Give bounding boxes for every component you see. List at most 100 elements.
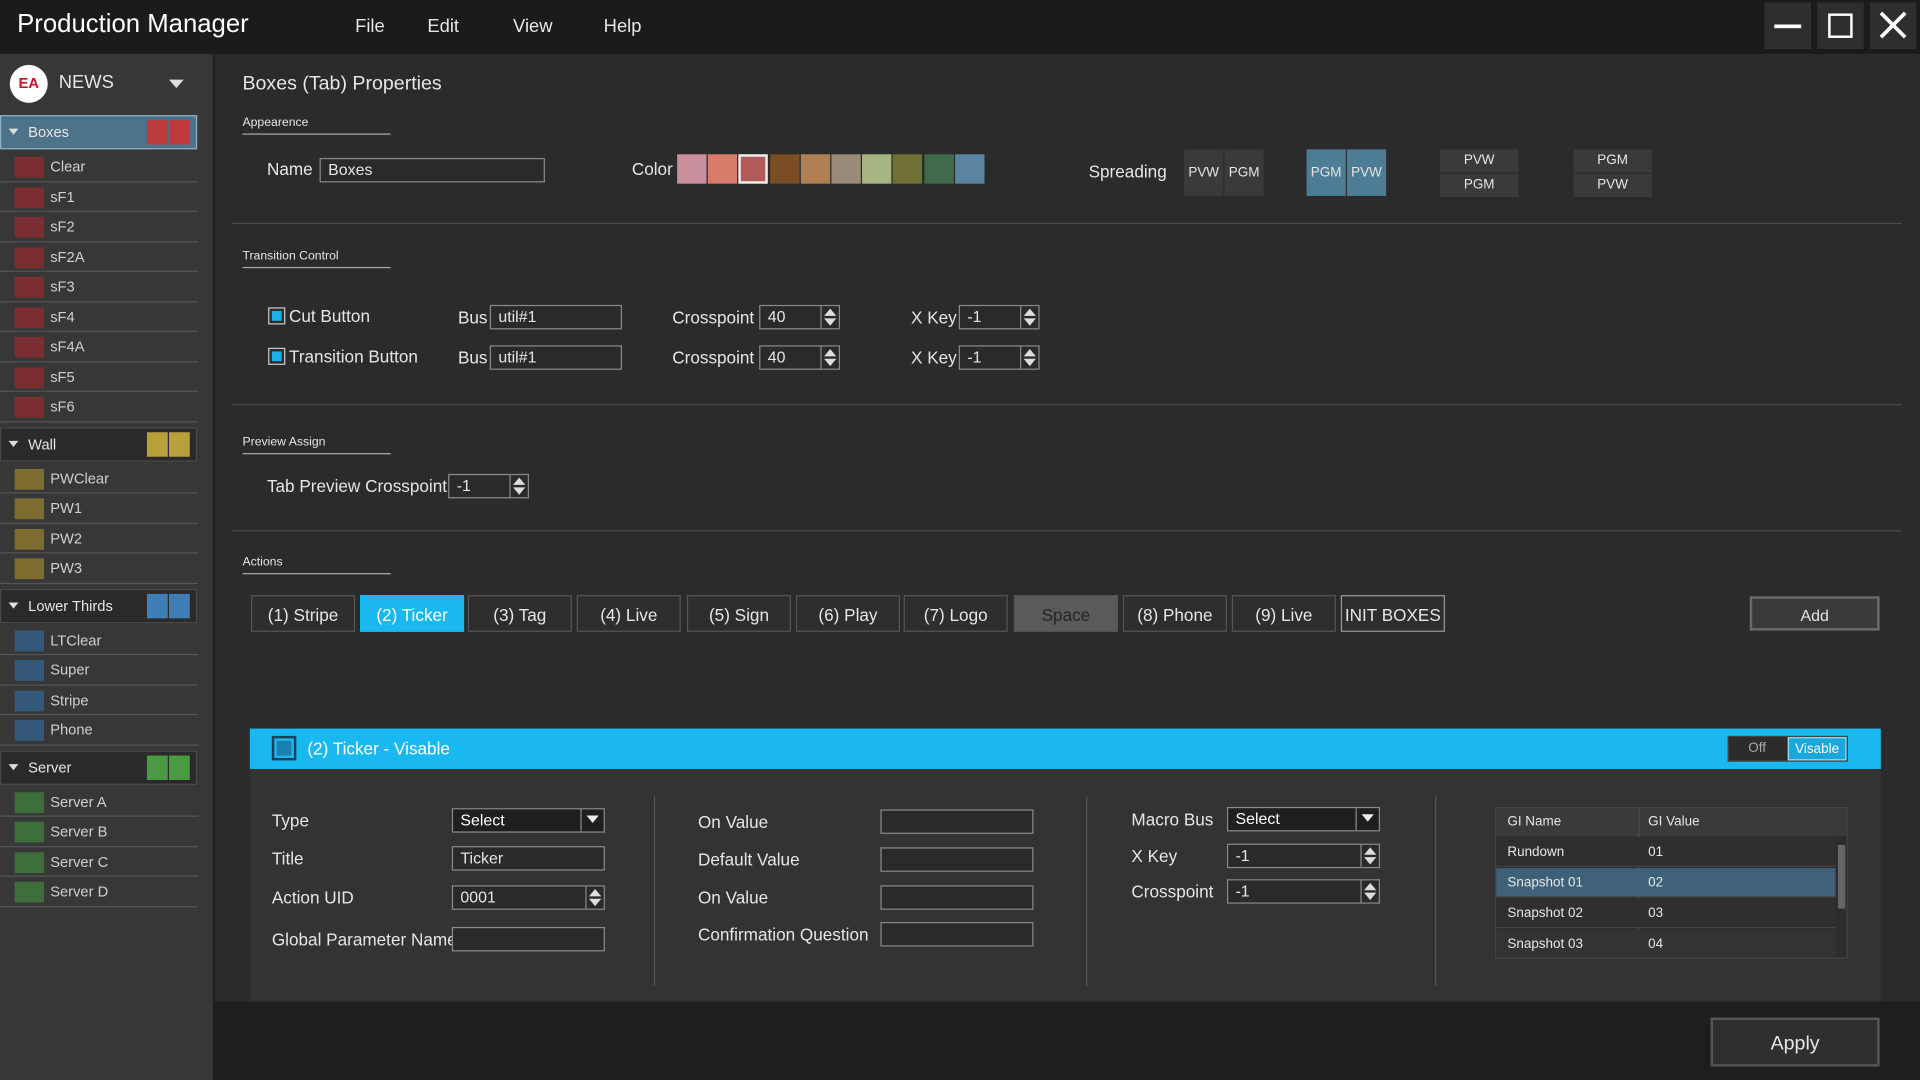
- apply-button[interactable]: Apply: [1710, 1017, 1880, 1067]
- checkbox[interactable]: [268, 307, 286, 325]
- color-swatch[interactable]: [677, 154, 707, 184]
- table-cell: Snapshot 03: [1507, 936, 1583, 952]
- action-button[interactable]: (4) Live: [576, 595, 681, 632]
- spreading-button[interactable]: PVW: [1573, 173, 1652, 198]
- table-row[interactable]: [1496, 929, 1836, 959]
- sidebar-item[interactable]: [0, 493, 199, 524]
- item-name: Stripe: [50, 691, 89, 709]
- spin-divider: [1020, 306, 1022, 329]
- sidebar-item[interactable]: [0, 787, 199, 817]
- sidebar-item[interactable]: [0, 182, 199, 212]
- text-input[interactable]: [880, 922, 1034, 947]
- item-icon: [14, 246, 45, 268]
- spreading-button[interactable]: PVW: [1346, 149, 1387, 196]
- value-spinner[interactable]: -1: [1226, 879, 1380, 904]
- spreading-button[interactable]: PVW: [1440, 149, 1519, 173]
- action-button[interactable]: Space: [1013, 595, 1118, 632]
- close-button[interactable]: [1869, 2, 1917, 49]
- sidebar-item[interactable]: [0, 392, 199, 422]
- sidebar-item[interactable]: [0, 302, 199, 332]
- bus-input[interactable]: util#1: [489, 304, 623, 330]
- detail-checkbox-fill: [276, 740, 292, 756]
- sidebar-item[interactable]: [0, 847, 199, 877]
- type-dropdown[interactable]: Select: [451, 808, 605, 833]
- sidebar-item[interactable]: [0, 625, 199, 656]
- bus-input[interactable]: util#1: [489, 345, 623, 370]
- sidebar-item[interactable]: [0, 362, 199, 392]
- item-name: sF4: [50, 307, 75, 326]
- sidebar-item[interactable]: [0, 817, 199, 847]
- sidebar-item[interactable]: [0, 553, 199, 584]
- sidebar-item[interactable]: [0, 463, 199, 494]
- menu-item[interactable]: Help: [603, 15, 642, 37]
- action-button[interactable]: (1) Stripe: [251, 595, 356, 632]
- spreading-button[interactable]: PGM: [1573, 149, 1652, 173]
- color-swatch[interactable]: [923, 154, 954, 184]
- text-input[interactable]: [880, 847, 1034, 872]
- sidebar-item[interactable]: [0, 715, 199, 746]
- color-swatch[interactable]: [769, 154, 800, 184]
- menu-item[interactable]: File: [355, 15, 385, 37]
- column-divider: [653, 795, 656, 986]
- sidebar-item[interactable]: [0, 212, 199, 242]
- toggle-on[interactable]: Visable: [1787, 737, 1847, 761]
- sidebar-item[interactable]: [0, 272, 199, 302]
- toggle-off[interactable]: Off: [1748, 740, 1767, 756]
- action-button[interactable]: (2) Ticker: [360, 595, 465, 632]
- color-swatch[interactable]: [707, 154, 738, 184]
- action-button[interactable]: (5) Sign: [686, 595, 792, 632]
- value-spinner[interactable]: -1: [1226, 843, 1380, 869]
- spreading-button[interactable]: PGM: [1306, 149, 1346, 196]
- name-input[interactable]: Boxes: [319, 157, 545, 183]
- sidebar-item[interactable]: [0, 242, 199, 272]
- arrow-icon: [824, 308, 837, 316]
- table-row[interactable]: [1496, 837, 1836, 867]
- menu-item[interactable]: View: [513, 15, 553, 37]
- sidebar-item[interactable]: [0, 523, 199, 554]
- action-button[interactable]: (7) Logo: [903, 595, 1008, 632]
- color-swatch[interactable]: [954, 154, 985, 184]
- uid-spinner[interactable]: 0001: [451, 885, 605, 910]
- color-swatch[interactable]: [862, 154, 892, 184]
- checkbox[interactable]: [268, 347, 286, 365]
- table-row[interactable]: [1496, 868, 1836, 898]
- action-button[interactable]: (6) Play: [795, 595, 900, 632]
- item-icon: [14, 468, 45, 490]
- action-button[interactable]: INIT BOXES: [1340, 595, 1445, 632]
- field-label: Bus: [457, 347, 488, 368]
- logo: EA: [9, 64, 48, 103]
- color-swatch[interactable]: [800, 154, 830, 184]
- color-swatch[interactable]: [831, 154, 861, 184]
- sidebar-item[interactable]: [0, 655, 199, 686]
- text-input[interactable]: [880, 809, 1034, 834]
- item-icon: [14, 791, 45, 813]
- item-name: Super: [50, 661, 90, 679]
- action-button[interactable]: (8) Phone: [1122, 595, 1227, 632]
- sidebar-item[interactable]: [0, 152, 199, 182]
- add-button[interactable]: Add: [1749, 596, 1880, 631]
- minimize-button[interactable]: [1764, 2, 1812, 49]
- color-swatch[interactable]: [893, 154, 923, 184]
- text-input[interactable]: Ticker: [451, 846, 605, 871]
- macro-bus-dropdown[interactable]: Select: [1226, 806, 1380, 832]
- text-input[interactable]: [880, 885, 1034, 910]
- spreading-button[interactable]: PVW: [1184, 149, 1224, 196]
- sidebar-item[interactable]: [0, 332, 199, 362]
- color-swatch[interactable]: [738, 154, 769, 184]
- detail-checkbox[interactable]: [271, 735, 297, 761]
- item-name: Server C: [50, 852, 109, 870]
- table-row[interactable]: [1496, 898, 1836, 929]
- action-button[interactable]: (3) Tag: [467, 595, 572, 632]
- action-button[interactable]: (9) Live: [1231, 595, 1336, 632]
- item-icon: [14, 306, 45, 328]
- item-name: Server D: [50, 882, 109, 900]
- menu-item[interactable]: Edit: [427, 15, 460, 37]
- section-heading: Actions: [242, 555, 283, 570]
- arrow-icon: [1364, 882, 1377, 891]
- spreading-button[interactable]: PGM: [1224, 149, 1264, 196]
- spreading-button[interactable]: PGM: [1440, 173, 1519, 198]
- maximize-button[interactable]: [1817, 2, 1864, 49]
- sidebar-item[interactable]: [0, 877, 199, 907]
- sidebar-item[interactable]: [0, 685, 199, 716]
- text-input[interactable]: [451, 926, 605, 952]
